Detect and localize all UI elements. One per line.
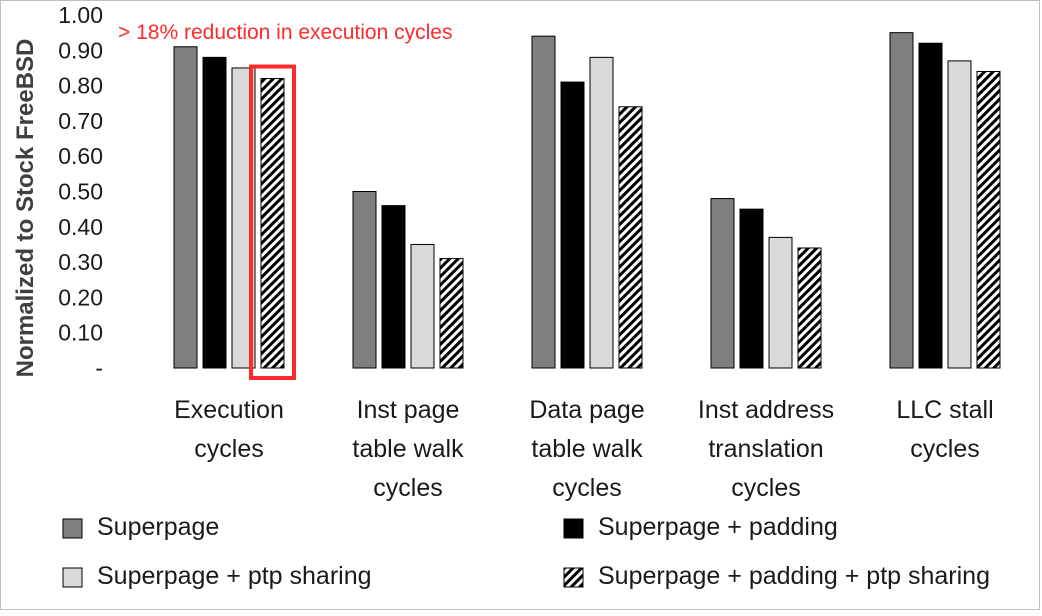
y-tick-label: 0.30 (58, 249, 103, 275)
bar (410, 243, 435, 369)
x-tick-label: Inst address (698, 396, 834, 424)
x-tick-labels: Execution cycles Inst page table walk cycles… (174, 396, 994, 502)
x-tick-label: table walk (531, 435, 643, 463)
x-tick-label: cycles (731, 474, 800, 502)
bar (560, 81, 585, 369)
y-tick-label: 1.00 (58, 2, 103, 28)
bar (976, 70, 1001, 369)
y-tick-label: 0.10 (58, 320, 103, 346)
bars (173, 32, 1001, 369)
bar (352, 191, 377, 369)
y-tick-label: - (95, 355, 103, 381)
y-tick-label: 0.60 (58, 143, 103, 169)
x-tick-label: Execution (174, 396, 284, 424)
bar (381, 205, 406, 369)
bar (947, 60, 972, 369)
x-tick-label: cycles (552, 474, 621, 502)
y-tick-label: 0.50 (58, 179, 103, 205)
bar (918, 42, 943, 369)
legend-label: Superpage (97, 513, 219, 541)
x-tick-label: translation (708, 435, 823, 463)
bar (202, 56, 227, 369)
highlight-box (249, 64, 296, 380)
bar (589, 56, 614, 369)
bar (531, 35, 556, 369)
y-tick-labels: - 0.10 0.20 0.30 0.40 0.50 0.60 0.70 0.80 0.90 1.0… (58, 2, 103, 381)
x-tick-label: LLC stall (896, 396, 993, 424)
x-tick-label: cycles (194, 435, 263, 463)
bar (739, 208, 764, 369)
legend-swatch (62, 567, 83, 588)
legend: Superpage Superpage + padding Superpage + … (62, 513, 990, 590)
bar (260, 78, 285, 369)
bar (797, 247, 822, 369)
annotation-text: > 18% reduction in execution cycles (118, 21, 452, 44)
legend-swatch (563, 567, 584, 588)
y-axis-label: Normalized to Stock FreeBSD (12, 39, 39, 378)
x-tick-label: Inst page (357, 396, 460, 424)
legend-label: Superpage + ptp sharing (97, 562, 372, 590)
bar (173, 46, 198, 369)
legend-label: Superpage + padding (598, 513, 838, 541)
x-tick-label: cycles (373, 474, 442, 502)
legend-label: Superpage + padding + ptp sharing (598, 562, 990, 590)
x-tick-label: table walk (352, 435, 464, 463)
y-tick-label: 0.80 (58, 73, 103, 99)
legend-swatch (62, 518, 83, 539)
y-tick-label: 0.90 (58, 37, 103, 63)
x-tick-label: Data page (529, 396, 644, 424)
legend-swatch (563, 518, 584, 539)
bar (710, 198, 735, 369)
x-tick-label: cycles (910, 435, 979, 463)
y-tick-label: 0.20 (58, 284, 103, 310)
bar (768, 236, 793, 369)
bar (618, 106, 643, 369)
bar (889, 32, 914, 369)
y-tick-label: 0.70 (58, 108, 103, 134)
y-tick-label: 0.40 (58, 214, 103, 240)
bar (439, 258, 464, 369)
